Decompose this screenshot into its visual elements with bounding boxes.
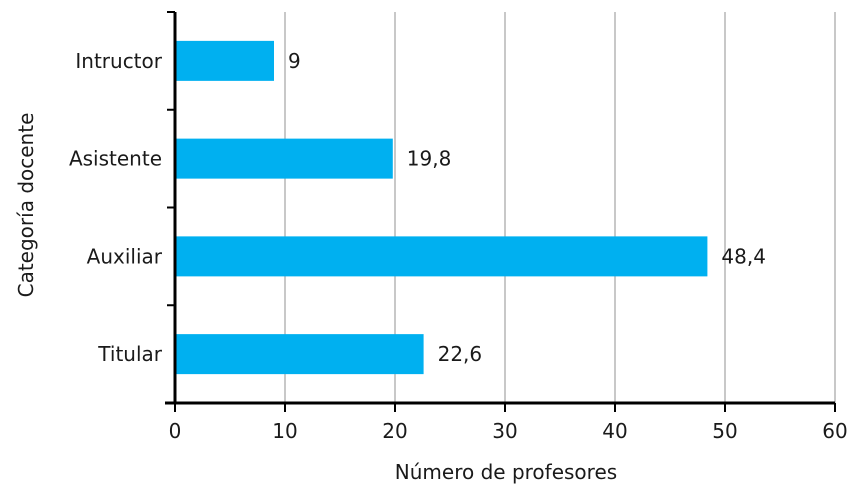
category-label-intructor: Intructor xyxy=(75,49,162,73)
x-tick-label-0: 0 xyxy=(169,419,182,443)
bar-auxiliar xyxy=(175,236,708,277)
value-labels: 9 19,8 48,4 22,6 xyxy=(288,49,766,366)
value-label-intructor: 9 xyxy=(288,49,301,73)
y-axis-title: Categoría docente xyxy=(14,113,38,298)
x-tick-label-30: 30 xyxy=(492,419,517,443)
value-label-asistente: 19,8 xyxy=(407,147,452,171)
x-tick-label-40: 40 xyxy=(602,419,627,443)
value-label-auxiliar: 48,4 xyxy=(721,244,766,268)
x-tick-label-50: 50 xyxy=(712,419,737,443)
axes xyxy=(165,11,835,405)
x-axis-title: Número de profesores xyxy=(395,460,617,484)
bar-intructor xyxy=(175,40,274,81)
category-label-auxiliar: Auxiliar xyxy=(87,244,163,268)
value-label-titular: 22,6 xyxy=(438,342,483,366)
x-tick-label-60: 60 xyxy=(822,419,847,443)
bars xyxy=(175,40,708,375)
category-label-titular: Titular xyxy=(97,342,162,366)
x-ticks: 0 10 20 30 40 50 60 xyxy=(169,403,848,443)
bar-asistente xyxy=(175,138,393,179)
category-labels: Intructor Asistente Auxiliar Titular xyxy=(69,49,163,366)
bar-titular xyxy=(175,334,424,375)
x-tick-label-10: 10 xyxy=(272,419,297,443)
category-label-asistente: Asistente xyxy=(69,147,162,171)
x-tick-label-20: 20 xyxy=(382,419,407,443)
